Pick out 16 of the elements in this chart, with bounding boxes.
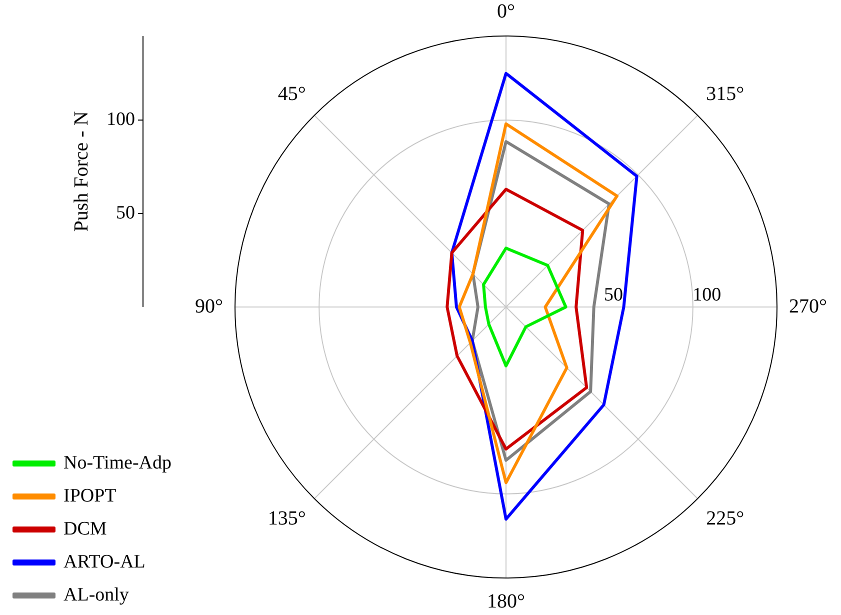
spoke-label: 45° [278, 83, 306, 106]
text: 50 [116, 202, 135, 224]
legend-label: No-Time-Adp [64, 452, 172, 474]
spoke-label: 180° [487, 590, 525, 612]
spoke-label: 270° [789, 295, 827, 318]
spoke-label: 315° [706, 83, 744, 106]
legend-label: ARTO-AL [64, 551, 146, 572]
spoke-label: 0° [497, 0, 515, 22]
spoke-label: 90° [195, 295, 223, 318]
text: Push Force - N [70, 111, 92, 232]
legend-label: AL-only [64, 584, 130, 606]
spoke-label: 135° [268, 507, 306, 530]
legend-label: IPOPT [64, 485, 117, 506]
legend-label: DCM [64, 518, 107, 540]
spoke-label: 225° [706, 507, 744, 530]
text: 100 [106, 109, 135, 130]
